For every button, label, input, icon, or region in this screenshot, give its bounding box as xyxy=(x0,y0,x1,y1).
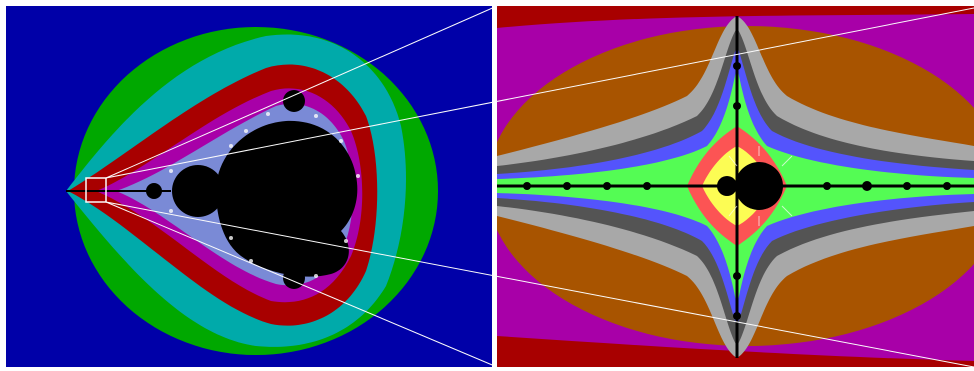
zoom-selection-box xyxy=(85,177,107,203)
mandelbrot-overview-image xyxy=(6,6,492,367)
mandelbrot-zoom-panel xyxy=(497,6,974,367)
period-2-bulb xyxy=(172,165,224,217)
top-bulb xyxy=(283,90,305,112)
mandelbrot-overview-panel xyxy=(6,6,492,367)
mini-mandelbrot-bulb xyxy=(717,176,737,196)
mandelbrot-zoom-image xyxy=(497,6,974,367)
mini-mandelbrot-body xyxy=(735,162,783,210)
bottom-bulb xyxy=(283,267,305,289)
